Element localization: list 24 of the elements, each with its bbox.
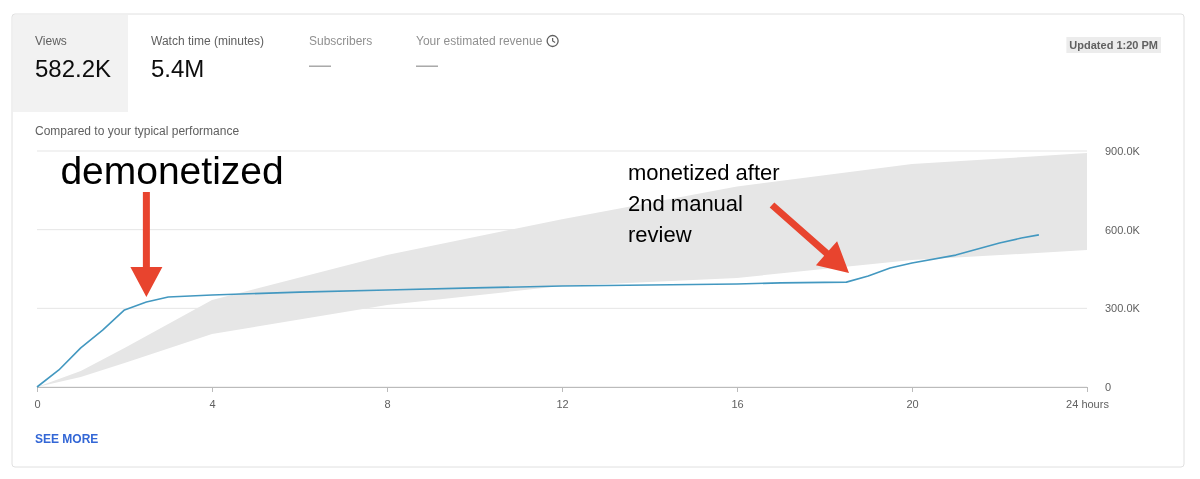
text: Updated 1:20 PM [1069, 39, 1158, 51]
x-tick-label: 20 [906, 397, 919, 410]
x-tick-label: 12 [556, 397, 569, 410]
text: SEE MORE [35, 432, 99, 446]
x-tick-label: 4 [209, 397, 216, 410]
text: 582.2K [35, 55, 112, 82]
text: — [309, 52, 331, 77]
text: Watch time (minutes) [151, 34, 264, 48]
text: Views [35, 34, 67, 48]
x-tick-label: 0 [34, 397, 41, 410]
annotation: monetized after 2nd manual review [628, 160, 780, 247]
y-tick-label: 0 [1105, 381, 1112, 394]
text: Your estimated revenue [416, 34, 543, 48]
x-tick-label: 16 [731, 397, 744, 410]
x-tick-label: 8 [384, 397, 391, 410]
text: — [416, 52, 438, 77]
y-tick-label: 300.0K [1105, 302, 1141, 315]
text: 5.4M [151, 55, 205, 82]
text: Subscribers [309, 34, 373, 48]
x-tick-label: 24 hours [1066, 397, 1110, 410]
chart-subtitle: Compared to your typical performance [35, 124, 240, 138]
annotation: demonetized [60, 149, 284, 193]
y-tick-label: 600.0K [1105, 223, 1141, 236]
y-tick-label: 900.0K [1105, 145, 1141, 158]
